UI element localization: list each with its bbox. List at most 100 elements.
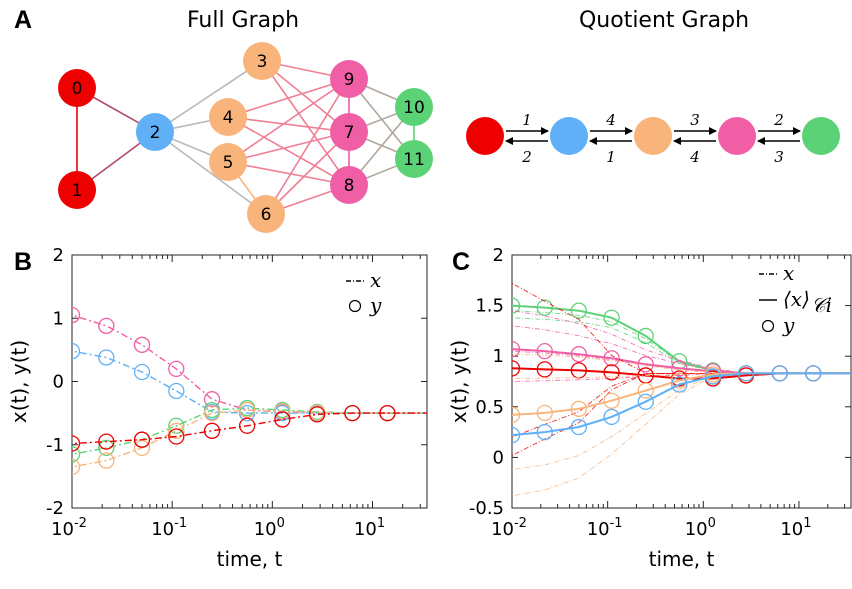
plot-area	[72, 306, 427, 476]
graph-node	[330, 166, 368, 204]
series-y-marker	[570, 302, 588, 319]
series-y-marker	[203, 404, 221, 422]
series-y-marker	[133, 439, 151, 457]
series-y-marker	[133, 363, 151, 381]
series-y-marker	[72, 306, 81, 324]
series-y-marker	[168, 382, 185, 400]
graph-node	[209, 98, 247, 136]
series-y-marker	[771, 365, 788, 382]
series-y-marker	[512, 426, 521, 444]
y-tick-label: 0	[493, 447, 504, 468]
graph-node	[243, 42, 281, 80]
graph-node-label: 9	[344, 70, 355, 90]
graph-node-label: 6	[261, 205, 272, 225]
panel-label-b: B	[14, 248, 32, 276]
series-y-marker	[98, 452, 115, 469]
y-tick-label: 1	[53, 308, 64, 329]
panel-label-c: C	[452, 248, 470, 276]
graph-edge	[227, 131, 350, 163]
axes-box	[511, 254, 852, 509]
series-y-marker	[379, 404, 396, 422]
y-tick-label: 1.5	[475, 296, 504, 317]
series-y-marker	[203, 422, 221, 439]
series-y-marker	[133, 431, 151, 448]
quotient-weight-forward: 3	[690, 111, 700, 129]
quotient-weight-forward: 2	[773, 111, 784, 129]
graph-edge	[227, 78, 350, 163]
graph-node-label: 4	[223, 108, 234, 128]
series-y-marker	[536, 423, 553, 441]
series-x-line	[512, 372, 851, 379]
series-y-marker	[308, 406, 326, 423]
series-x-line	[512, 317, 851, 374]
series-y-marker	[133, 336, 151, 353]
series-x-line	[512, 353, 851, 374]
series-y-marker	[603, 408, 620, 426]
full-graph-title: Full Graph	[187, 8, 299, 33]
series-y-marker	[536, 361, 553, 378]
series-y-marker	[704, 368, 722, 385]
legend: x⟨x⟩ 𝒞iy	[759, 261, 832, 337]
x-tick-label: 100	[685, 516, 716, 540]
y-tick-label: 2	[493, 245, 504, 266]
legend-label: x	[370, 268, 381, 292]
graph-node	[330, 60, 368, 98]
series-mean-line	[512, 372, 851, 437]
series-y-marker	[344, 404, 361, 422]
series-y-marker	[238, 417, 256, 434]
series-y-marker	[671, 376, 688, 393]
series-y-marker	[274, 411, 291, 428]
series-y-marker	[512, 360, 521, 377]
series-y-marker	[570, 400, 588, 417]
series-y-marker	[637, 382, 654, 399]
chart-c: -0.5 0 0.5 1 1.5 2 10-2 10-1 100 101 time, t x(t), …	[447, 245, 852, 571]
legend-marker-y	[761, 319, 775, 333]
series-x-line	[72, 409, 427, 468]
quotient-node	[634, 117, 672, 155]
series-y-marker	[512, 297, 521, 314]
graph-node-label: 11	[403, 150, 425, 170]
graph-edge	[227, 161, 350, 186]
series-y-marker	[203, 391, 221, 408]
y-axis-label: x(t), y(t)	[7, 340, 31, 423]
graph-node-label: 5	[223, 153, 234, 173]
series-y-marker	[637, 393, 654, 410]
x-axis-label: time, t	[649, 547, 715, 571]
series-y-marker	[570, 346, 588, 363]
quotient-node	[718, 117, 756, 155]
graph-node	[330, 113, 368, 151]
series-y-marker	[603, 350, 620, 367]
legend-marker-y	[348, 299, 362, 313]
series-x-line	[72, 412, 427, 445]
series-y-marker	[637, 327, 654, 345]
x-axis-label: time, t	[217, 547, 283, 571]
graph-node	[395, 140, 433, 178]
series-y-marker	[603, 392, 620, 409]
y-tick-label: -0.5	[469, 498, 504, 519]
x-tick-label: 10-2	[51, 516, 87, 540]
quotient-node	[550, 117, 588, 155]
chart-b: -2 -1 0 1 2 10-2 10-1 100 101 time, t x(t), y(t) xy	[7, 245, 428, 571]
graph-edge	[154, 60, 263, 133]
panel-label-a: A	[14, 6, 32, 34]
quotient-weight-backward: 3	[774, 148, 784, 166]
graph-node	[247, 195, 285, 233]
series-y-marker	[570, 418, 588, 436]
series-y-marker	[603, 309, 620, 326]
series-y-marker	[168, 428, 185, 445]
x-tick-label: 100	[254, 516, 285, 540]
graph-node	[58, 69, 96, 107]
legend-label: ⟨x⟩	[783, 287, 810, 311]
series-x-line	[72, 350, 427, 414]
series-y-marker	[512, 340, 521, 358]
series-x-line	[72, 314, 427, 414]
series-y-marker	[72, 435, 81, 452]
y-tick-label: 2	[53, 245, 64, 266]
series-y-marker	[168, 417, 185, 434]
graph-node-label: 3	[257, 52, 268, 72]
series-x-line	[512, 325, 851, 374]
quotient-weight-backward: 4	[689, 148, 700, 166]
y-tick-label: 0.5	[475, 397, 504, 418]
y-tick-label: -2	[46, 498, 64, 519]
